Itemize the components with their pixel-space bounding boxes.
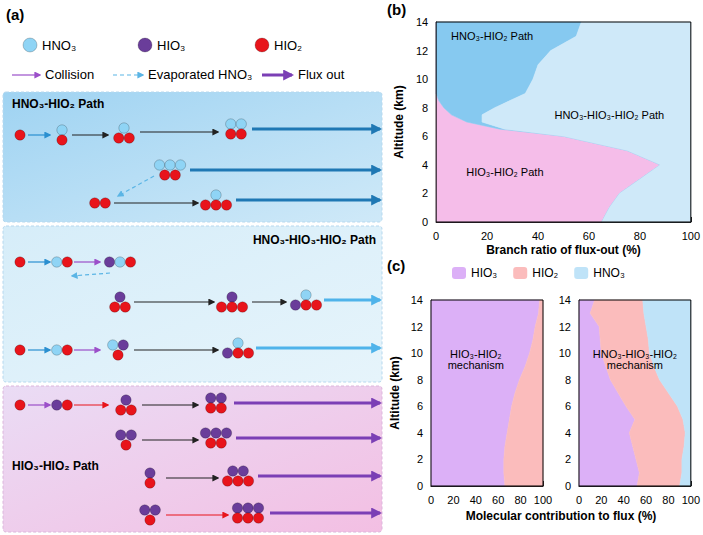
svg-text:(c): (c): [387, 257, 405, 274]
svg-text:8: 8: [422, 102, 428, 114]
svg-text:0: 0: [417, 480, 423, 492]
svg-text:2: 2: [417, 453, 423, 465]
svg-text:6: 6: [417, 400, 423, 412]
svg-text:0: 0: [428, 494, 434, 506]
svg-text:HNO₃-HIO₃-HIO₂ Path: HNO₃-HIO₃-HIO₂ Path: [554, 109, 664, 121]
svg-text:6: 6: [422, 130, 428, 142]
svg-text:Flux out: Flux out: [298, 67, 345, 82]
svg-text:100: 100: [682, 230, 700, 242]
svg-text:HIO₃-HIO₂ Path: HIO₃-HIO₂ Path: [466, 166, 543, 178]
svg-text:HNO₃-HIO₃-HIO₂: HNO₃-HIO₃-HIO₂: [592, 348, 677, 361]
svg-text:60: 60: [583, 230, 595, 242]
svg-text:0: 0: [576, 494, 582, 506]
svg-text:40: 40: [532, 230, 544, 242]
svg-text:60: 60: [640, 494, 652, 506]
svg-text:HNO₃-HIO₂ Path: HNO₃-HIO₂ Path: [12, 97, 104, 111]
svg-text:40: 40: [618, 494, 630, 506]
svg-text:Branch ratio of flux-out (%): Branch ratio of flux-out (%): [486, 243, 641, 257]
svg-text:20: 20: [595, 494, 607, 506]
svg-text:20: 20: [447, 494, 459, 506]
svg-text:14: 14: [559, 294, 571, 306]
svg-text:HIO₃-HIO₂ Path: HIO₃-HIO₂ Path: [12, 459, 99, 473]
svg-text:14: 14: [416, 16, 428, 28]
svg-text:6: 6: [565, 400, 571, 412]
svg-text:2: 2: [422, 187, 428, 199]
svg-text:80: 80: [662, 494, 674, 506]
svg-text:HNO₃: HNO₃: [42, 38, 76, 53]
svg-text:10: 10: [559, 347, 571, 359]
svg-text:0: 0: [433, 230, 439, 242]
svg-text:HIO₂: HIO₂: [532, 266, 558, 280]
svg-text:20: 20: [481, 230, 493, 242]
svg-text:4: 4: [417, 427, 423, 439]
svg-text:100: 100: [534, 494, 552, 506]
svg-text:4: 4: [422, 159, 428, 171]
svg-text:HNO₃: HNO₃: [593, 266, 625, 280]
svg-text:4: 4: [565, 427, 571, 439]
svg-text:Altitude (km): Altitude (km): [388, 356, 402, 429]
svg-text:40: 40: [470, 494, 482, 506]
svg-text:60: 60: [492, 494, 504, 506]
svg-text:HIO₃-HIO₂: HIO₃-HIO₂: [450, 348, 502, 361]
svg-text:HIO₃: HIO₃: [157, 38, 185, 53]
svg-text:HIO₂: HIO₂: [274, 38, 302, 53]
svg-text:14: 14: [411, 294, 423, 306]
svg-text:80: 80: [634, 230, 646, 242]
svg-text:mechanism: mechanism: [448, 359, 504, 371]
svg-text:8: 8: [565, 374, 571, 386]
svg-text:0: 0: [422, 216, 428, 228]
svg-text:(b): (b): [387, 1, 406, 18]
svg-text:8: 8: [417, 374, 423, 386]
svg-text:Altitude (km): Altitude (km): [392, 85, 406, 158]
svg-text:HNO₃-HIO₂ Path: HNO₃-HIO₂ Path: [451, 30, 533, 42]
svg-text:HNO₃-HIO₃-HIO₂ Path: HNO₃-HIO₃-HIO₂ Path: [253, 233, 376, 247]
svg-text:Molecular contribution to flux: Molecular contribution to flux (%): [466, 509, 657, 523]
svg-text:100: 100: [682, 494, 700, 506]
svg-text:Evaporated HNO₃: Evaporated HNO₃: [148, 67, 252, 82]
svg-text:12: 12: [411, 321, 423, 333]
svg-text:Collision: Collision: [45, 67, 94, 82]
svg-text:10: 10: [411, 347, 423, 359]
svg-text:12: 12: [559, 321, 571, 333]
svg-text:2: 2: [565, 453, 571, 465]
svg-text:mechanism: mechanism: [607, 359, 663, 371]
svg-text:80: 80: [514, 494, 526, 506]
svg-text:12: 12: [416, 45, 428, 57]
svg-text:0: 0: [565, 480, 571, 492]
svg-text:(a): (a): [6, 6, 24, 23]
svg-text:HIO₃: HIO₃: [471, 266, 497, 280]
svg-text:10: 10: [416, 73, 428, 85]
